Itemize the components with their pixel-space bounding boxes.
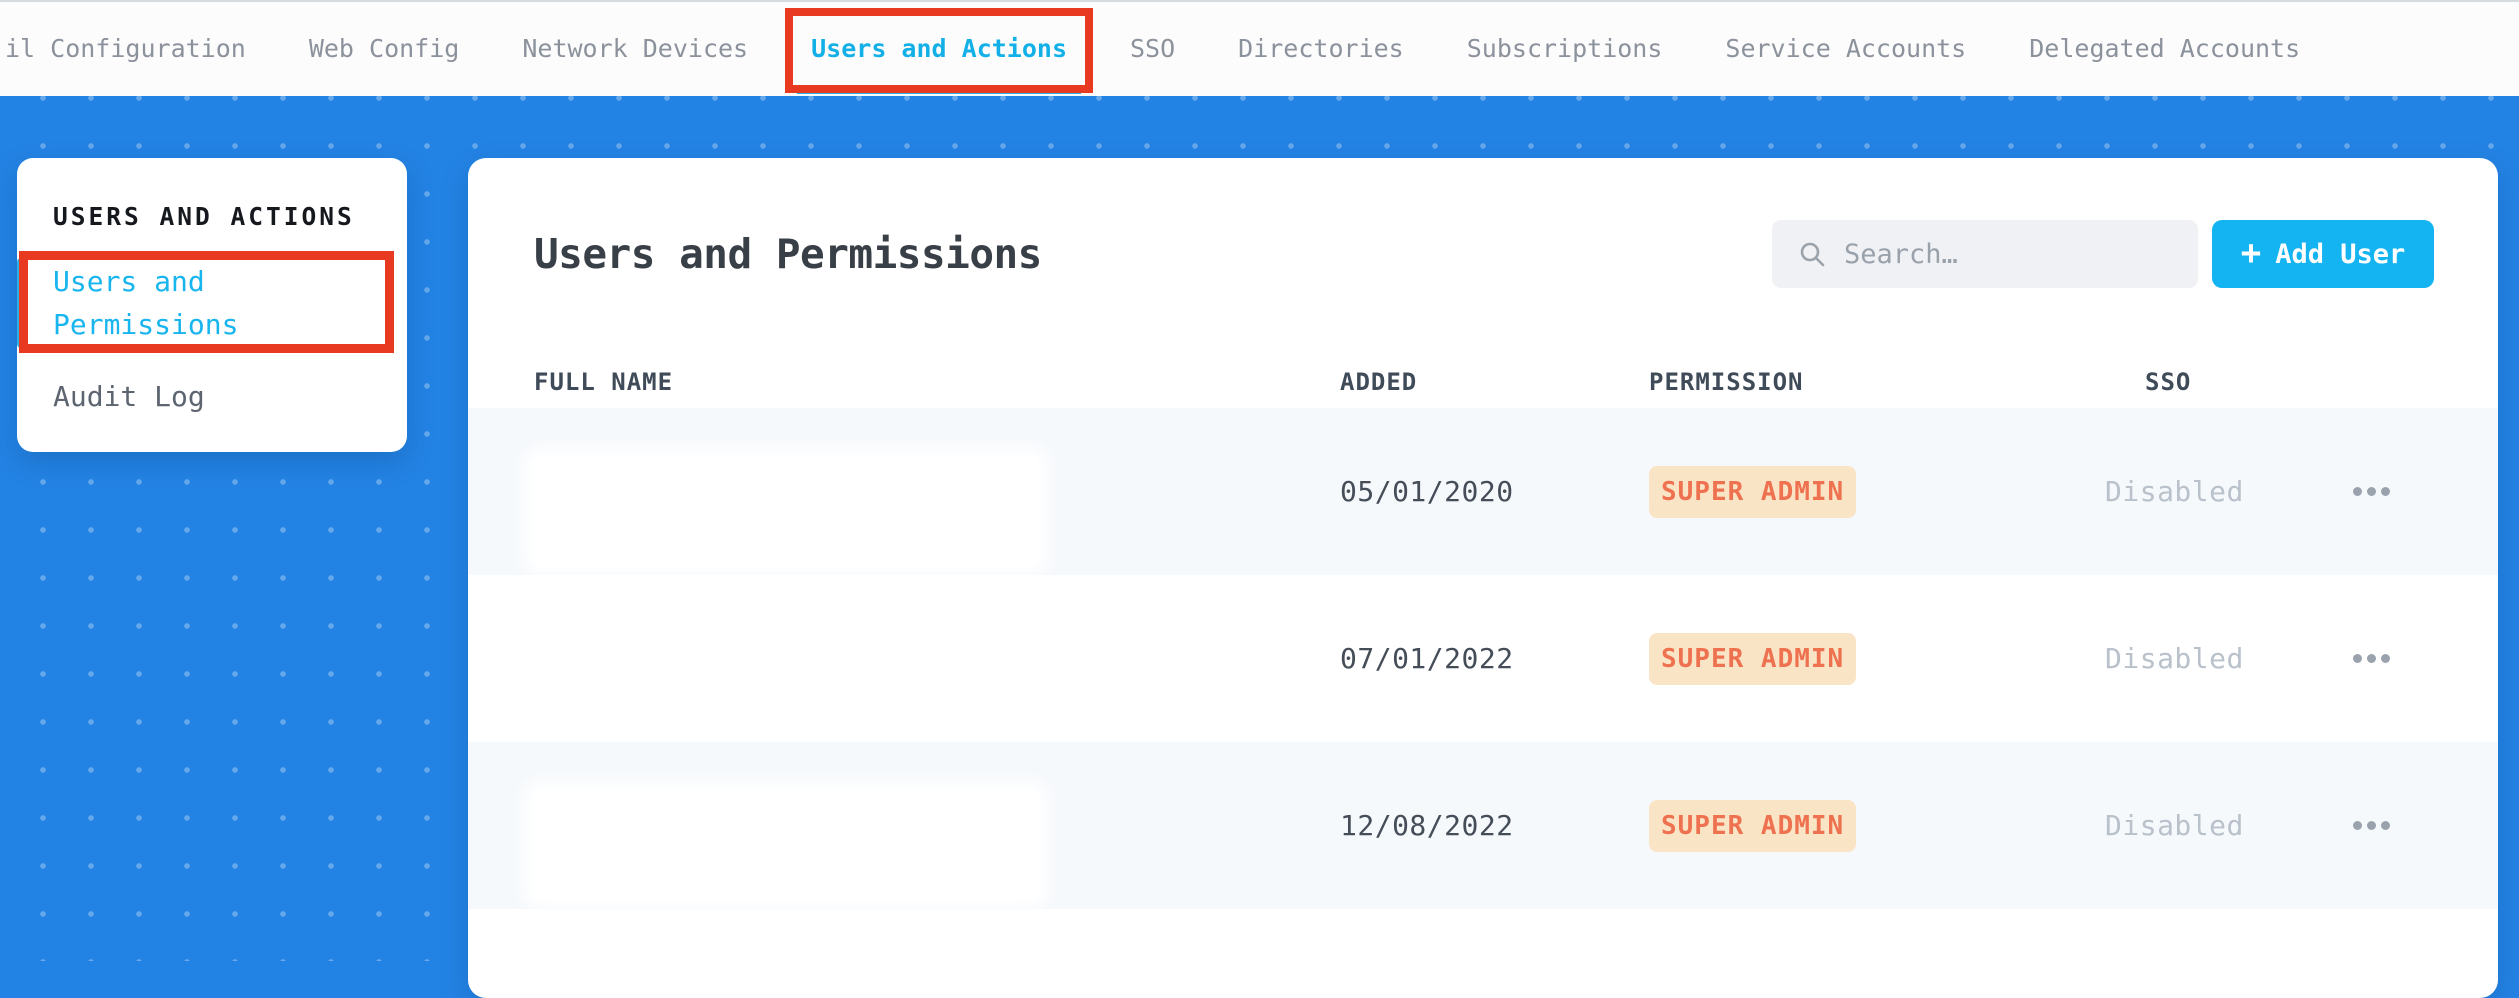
sso-status: Disabled	[2105, 809, 2244, 842]
add-user-button[interactable]: + Add User	[2212, 220, 2434, 288]
tab-subscriptions[interactable]: Subscriptions	[1466, 34, 1663, 63]
top-navigation: il Configuration Web Config Network Devi…	[0, 0, 2519, 96]
redacted-name-box	[532, 455, 1040, 567]
permission-badge: SUPER ADMIN	[1649, 465, 1857, 518]
add-user-button-label: Add User	[2275, 238, 2406, 270]
permission-badge: SUPER ADMIN	[1649, 632, 1857, 685]
tab-delegated-accounts[interactable]: Delegated Accounts	[2029, 34, 2301, 63]
main-content-card: Users and Permissions + Add User FULL NA…	[468, 158, 2498, 998]
annotation-highlight-sidebar-item	[19, 251, 394, 353]
cell-added: 07/01/2022	[1340, 642, 1514, 675]
redacted-name-box	[532, 789, 1040, 901]
tab-sso[interactable]: SSO	[1130, 34, 1176, 63]
plus-icon: +	[2240, 232, 2262, 273]
annotation-highlight-tab	[785, 8, 1093, 93]
main-header: Users and Permissions + Add User	[468, 158, 2498, 288]
column-header-sso: SSO	[2145, 368, 2192, 396]
table-body: 05/01/2020 SUPER ADMIN Disabled 07/01/20…	[468, 408, 2498, 998]
tab-directories[interactable]: Directories	[1238, 34, 1404, 63]
table-row: 12/08/2022 SUPER ADMIN Disabled	[468, 742, 2498, 909]
sidebar-item-users-and-permissions[interactable]: Users and Permissions	[53, 265, 239, 341]
search-icon	[1800, 242, 1825, 267]
search-input[interactable]	[1842, 237, 2172, 271]
more-options-icon[interactable]	[2353, 821, 2390, 830]
sso-status: Disabled	[2105, 642, 2244, 675]
tab-email-configuration[interactable]: il Configuration	[5, 34, 246, 63]
tab-users-and-actions-label: Users and Actions	[811, 34, 1067, 63]
search-box[interactable]	[1772, 220, 2198, 288]
sidebar-item-audit-log[interactable]: Audit Log	[53, 380, 205, 413]
cell-sso: Disabled	[2105, 475, 2432, 508]
column-header-permission: PERMISSION	[1649, 368, 1804, 396]
sso-status: Disabled	[2105, 475, 2244, 508]
tab-service-accounts[interactable]: Service Accounts	[1725, 34, 1967, 63]
tab-users-and-actions[interactable]: Users and Actions	[785, 1, 1093, 97]
tab-network-devices[interactable]: Network Devices	[522, 34, 749, 63]
sidebar-card: USERS AND ACTIONS Users and Permissions …	[17, 158, 407, 452]
table-row	[468, 909, 2498, 998]
column-header-full-name: FULL NAME	[534, 368, 674, 396]
cell-permission: SUPER ADMIN	[1649, 799, 2105, 852]
cell-added: 12/08/2022	[1340, 809, 1514, 842]
column-header-added: ADDED	[1340, 368, 1418, 396]
cell-added: 05/01/2020	[1340, 475, 1514, 508]
cell-sso: Disabled	[2105, 642, 2432, 675]
page-title: Users and Permissions	[534, 230, 1042, 278]
more-options-icon[interactable]	[2353, 487, 2390, 496]
table-header: FULL NAME ADDED PERMISSION SSO	[468, 368, 2498, 396]
tab-web-config[interactable]: Web Config	[308, 34, 460, 63]
cell-permission: SUPER ADMIN	[1649, 465, 2105, 518]
table-row: 05/01/2020 SUPER ADMIN Disabled	[468, 408, 2498, 575]
permission-badge: SUPER ADMIN	[1649, 799, 1857, 852]
cell-sso: Disabled	[2105, 809, 2432, 842]
cell-permission: SUPER ADMIN	[1649, 632, 2105, 685]
sidebar-heading: USERS AND ACTIONS	[53, 202, 355, 231]
more-options-icon[interactable]	[2353, 654, 2390, 663]
table-row: 07/01/2022 SUPER ADMIN Disabled	[468, 575, 2498, 742]
